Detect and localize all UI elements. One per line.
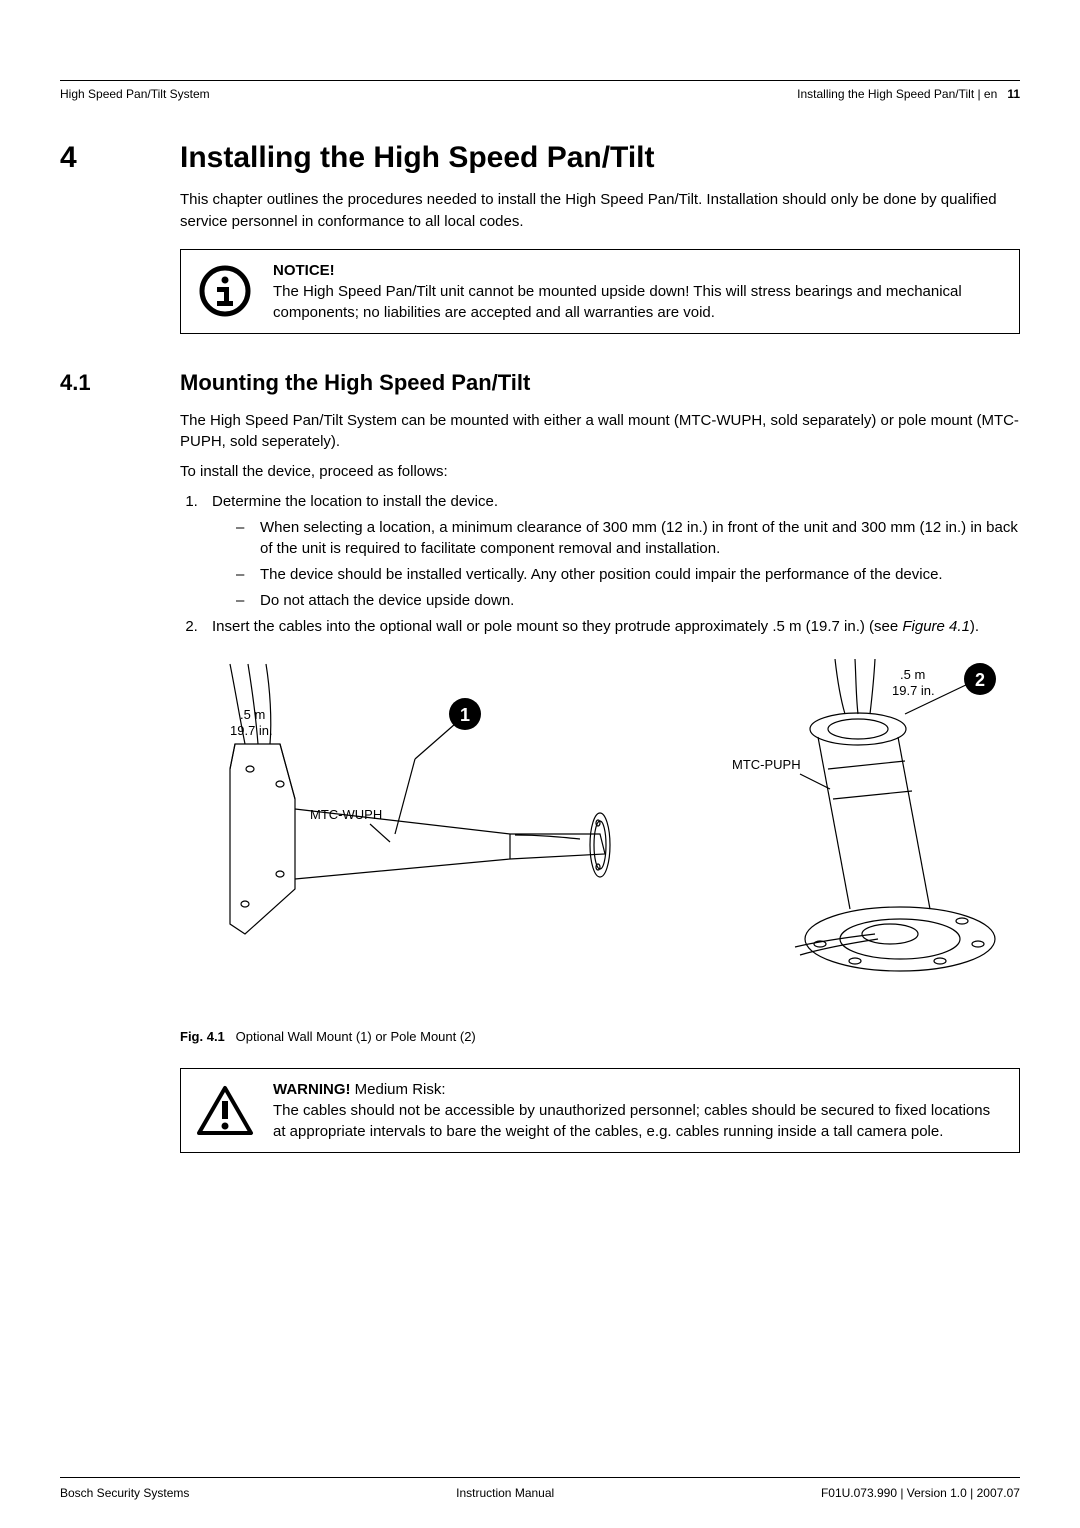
- page-footer: Bosch Security Systems Instruction Manua…: [60, 1486, 1020, 1500]
- notice-label: NOTICE!: [273, 260, 1005, 281]
- section-4-1-heading: 4.1 Mounting the High Speed Pan/Tilt: [60, 370, 1020, 396]
- fig-dim2-l2: 19.7 in.: [892, 683, 935, 698]
- page-number: 11: [1007, 87, 1020, 101]
- section-4-1-p1: The High Speed Pan/Tilt System can be mo…: [180, 410, 1020, 454]
- footer-left: Bosch Security Systems: [60, 1486, 189, 1500]
- section-4-intro: This chapter outlines the procedures nee…: [180, 189, 1020, 233]
- section-4-intro-text: This chapter outlines the procedures nee…: [180, 189, 1020, 233]
- step-1-sub-2: The device should be installed verticall…: [236, 564, 1020, 586]
- step-1-sublist: When selecting a location, a minimum cle…: [212, 517, 1020, 612]
- step-1-text: Determine the location to install the de…: [212, 493, 498, 510]
- warning-risklevel: Medium Risk:: [355, 1081, 446, 1098]
- fig-dim2-l1: .5 m: [900, 667, 925, 682]
- step-1-sub-3: Do not attach the device upside down.: [236, 590, 1020, 612]
- fig-dim1-l2: 19.7 in.: [230, 723, 273, 738]
- section-4-heading: 4 Installing the High Speed Pan/Tilt: [60, 141, 1020, 175]
- section-4-1-title: Mounting the High Speed Pan/Tilt: [180, 370, 530, 396]
- header-right: Installing the High Speed Pan/Tilt | en …: [797, 87, 1020, 101]
- fig-mount2-label: MTC-PUPH: [732, 757, 801, 772]
- figure-caption: Fig. 4.1 Optional Wall Mount (1) or Pole…: [180, 1029, 1020, 1044]
- footer-center: Instruction Manual: [456, 1486, 554, 1500]
- header-left: High Speed Pan/Tilt System: [60, 87, 210, 101]
- figure-caption-label: Fig. 4.1: [180, 1029, 225, 1044]
- section-4-number: 4: [60, 141, 180, 175]
- warning-text-block: WARNING! Medium Risk: The cables should …: [273, 1079, 1005, 1142]
- step-2-figure-ref: Figure 4.1: [902, 618, 970, 635]
- footer-rule: [60, 1477, 1020, 1478]
- fig-dim1-l1: .5 m: [240, 707, 265, 722]
- svg-text:2: 2: [975, 670, 985, 690]
- svg-text:1: 1: [460, 705, 470, 725]
- step-2-text-before: Insert the cables into the optional wall…: [212, 618, 902, 635]
- install-steps: Determine the location to install the de…: [180, 491, 1020, 638]
- fig-badge-1: 1: [395, 698, 481, 834]
- info-icon: [195, 265, 255, 317]
- step-2: Insert the cables into the optional wall…: [202, 616, 1020, 638]
- step-1-sub-1: When selecting a location, a minimum cle…: [236, 517, 1020, 561]
- section-4-1-number: 4.1: [60, 370, 180, 396]
- figure-caption-text: Optional Wall Mount (1) or Pole Mount (2…: [236, 1029, 476, 1044]
- figure-4-1: .5 m 19.7 in. MTC-WUPH 1: [180, 659, 1020, 1019]
- step-1: Determine the location to install the de…: [202, 491, 1020, 612]
- step-2-text-after: ).: [970, 618, 979, 635]
- notice-callout: NOTICE! The High Speed Pan/Tilt unit can…: [180, 249, 1020, 334]
- notice-text: The High Speed Pan/Tilt unit cannot be m…: [273, 281, 1005, 323]
- warning-callout: WARNING! Medium Risk: The cables should …: [180, 1068, 1020, 1153]
- header-rule: [60, 80, 1020, 81]
- section-4-1-body: The High Speed Pan/Tilt System can be mo…: [180, 410, 1020, 638]
- section-4-1-p2: To install the device, proceed as follow…: [180, 461, 1020, 483]
- footer-right: F01U.073.990 | Version 1.0 | 2007.07: [821, 1486, 1020, 1500]
- header-right-prefix: Installing the High Speed Pan/Tilt | en: [797, 87, 997, 101]
- fig-mount1-label: MTC-WUPH: [310, 807, 382, 822]
- notice-text-block: NOTICE! The High Speed Pan/Tilt unit can…: [273, 260, 1005, 323]
- warning-heading: WARNING! Medium Risk:: [273, 1079, 1005, 1100]
- warning-icon: [195, 1085, 255, 1137]
- page-header: High Speed Pan/Tilt System Installing th…: [60, 87, 1020, 101]
- warning-text: The cables should not be accessible by u…: [273, 1100, 1005, 1142]
- section-4-title: Installing the High Speed Pan/Tilt: [180, 141, 655, 175]
- warning-label: WARNING!: [273, 1081, 355, 1098]
